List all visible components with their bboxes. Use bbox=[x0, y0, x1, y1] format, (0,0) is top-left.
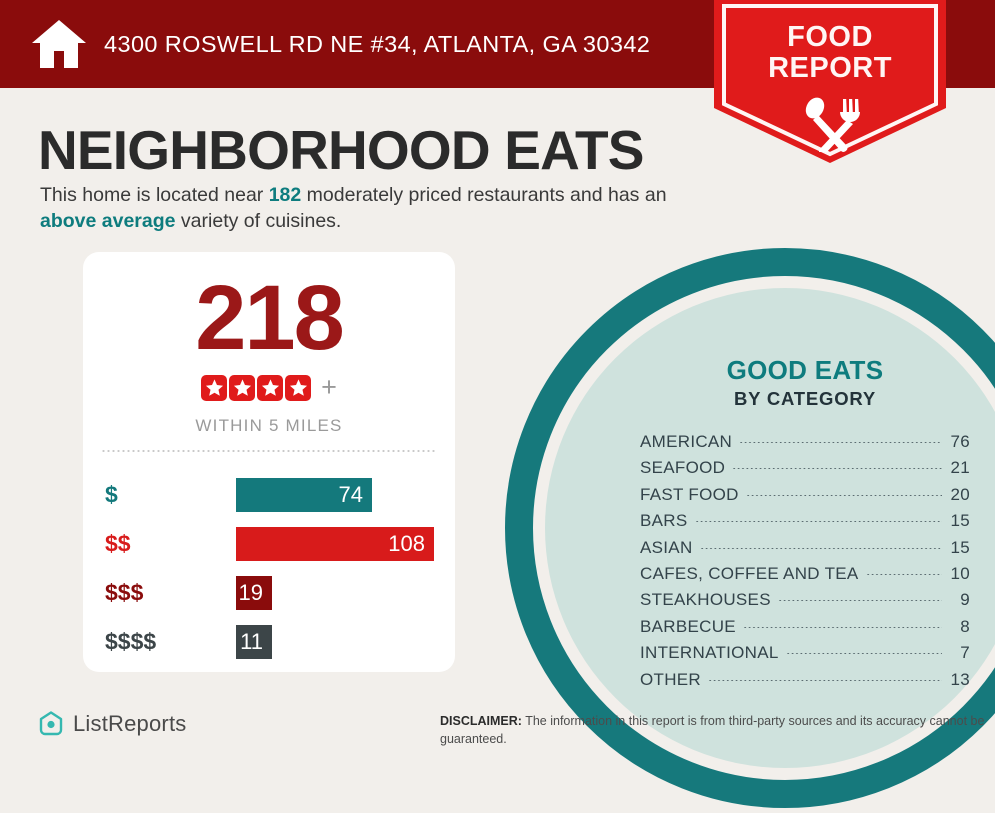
leader-dots bbox=[745, 494, 942, 496]
category-name: AMERICAN bbox=[640, 432, 733, 451]
bar-track: 11 bbox=[236, 624, 272, 659]
category-name: CAFES, COFFEE AND TEA bbox=[640, 563, 859, 583]
good-eats-row: BARS 15 bbox=[640, 511, 970, 537]
leader-dots bbox=[739, 442, 942, 443]
bar-label: $$ bbox=[105, 530, 131, 556]
food-report-badge: FOOD REPORT bbox=[714, 0, 946, 163]
bar-row: $$$$ 11 bbox=[83, 617, 455, 666]
good-eats-title: GOOD EATS bbox=[726, 355, 884, 385]
home-icon bbox=[32, 20, 86, 68]
logo-wordmark: ListReports bbox=[73, 711, 187, 736]
good-eats-row: OTHER 13 bbox=[640, 670, 970, 696]
good-eats-subtitle: BY CATEGORY bbox=[733, 388, 877, 409]
bar-value: 11 bbox=[240, 628, 263, 654]
category-count: 8 bbox=[960, 616, 970, 636]
star-icon bbox=[201, 374, 228, 401]
good-eats-list: AMERICAN 76 SEAFOOD 21 FAST FOOD 20 BARS 15 ASIA… bbox=[640, 432, 970, 696]
page-title: NEIGHBORHOOD EATS bbox=[38, 119, 644, 181]
category-count: 13 bbox=[950, 669, 970, 689]
bar-value: 19 bbox=[238, 579, 263, 605]
subtitle-restaurant-count: 182 bbox=[268, 184, 302, 206]
badge-line-2: REPORT bbox=[768, 51, 892, 84]
category-name: FAST FOOD bbox=[640, 484, 739, 504]
bar-label: $$$ bbox=[105, 579, 144, 605]
star-icon bbox=[257, 374, 284, 401]
bar-value: 108 bbox=[388, 530, 425, 556]
restaurant-summary-card: 218 + WITHIN 5 MILES $ 74 $$ 108 bbox=[83, 252, 455, 672]
category-count: 10 bbox=[950, 563, 970, 583]
leader-dots bbox=[694, 521, 942, 523]
good-eats-row: FAST FOOD 20 bbox=[640, 485, 970, 511]
page-subtitle: This home is located near 182 moderately… bbox=[40, 182, 700, 235]
spoon-fork-icon bbox=[805, 97, 860, 152]
badge-title: FOOD REPORT bbox=[714, 22, 946, 83]
leader-dots bbox=[785, 653, 942, 655]
bar-value: 74 bbox=[338, 481, 363, 507]
category-count: 7 bbox=[960, 643, 970, 663]
star-icon bbox=[285, 374, 312, 401]
bar-row: $$$ 19 bbox=[83, 568, 455, 617]
category-count: 20 bbox=[950, 484, 970, 504]
good-eats-row: SEAFOOD 21 bbox=[640, 458, 970, 484]
leader-dots bbox=[865, 573, 942, 575]
subtitle-part-2: moderately priced restaurants and has an bbox=[301, 184, 667, 206]
listreports-house-icon bbox=[39, 711, 63, 736]
star-rating: + bbox=[83, 374, 455, 401]
price-level-bar-chart: $ 74 $$ 108 $$$ 19 $$$$ 11 bbox=[83, 470, 455, 666]
good-eats-panel: GOOD EATS BY CATEGORY AMERICAN 76 SEAFOOD 2… bbox=[640, 355, 970, 696]
bar-track: 19 bbox=[236, 575, 272, 610]
rating-plus-sign: + bbox=[321, 372, 337, 402]
good-eats-row: CAFES, COFFEE AND TEA 10 bbox=[640, 564, 970, 590]
category-name: INTERNATIONAL bbox=[640, 643, 779, 663]
property-address: 4300 ROSWELL RD NE #34, ATLANTA, GA 3034… bbox=[104, 30, 651, 57]
category-name: BARS bbox=[640, 511, 688, 531]
subtitle-part-3: variety of cuisines. bbox=[175, 210, 342, 233]
bar-row: $$ 108 bbox=[83, 519, 455, 568]
category-name: BARBECUE bbox=[640, 616, 736, 636]
good-eats-row: ASIAN 15 bbox=[640, 538, 970, 564]
leader-dots bbox=[699, 547, 942, 549]
leader-dots bbox=[777, 600, 942, 602]
subtitle-variety-rating: above average bbox=[40, 210, 176, 233]
bar-row: $ 74 bbox=[83, 470, 455, 519]
category-name: OTHER bbox=[640, 669, 701, 689]
category-count: 21 bbox=[950, 458, 970, 478]
subtitle-part-1: This home is located near bbox=[40, 184, 269, 206]
disclaimer-text: The information in this report is from t… bbox=[440, 714, 985, 747]
category-count: 9 bbox=[960, 590, 970, 610]
bar-track: 74 bbox=[236, 477, 372, 512]
good-eats-row: BARBECUE 8 bbox=[640, 617, 970, 643]
star-icon bbox=[229, 374, 256, 401]
disclaimer-label: DISCLAIMER: bbox=[440, 714, 522, 728]
bar-label: $ bbox=[105, 481, 118, 507]
good-eats-row: AMERICAN 76 bbox=[640, 432, 970, 458]
card-divider bbox=[101, 450, 437, 452]
restaurant-total-count: 218 bbox=[195, 267, 345, 369]
category-count: 15 bbox=[950, 537, 970, 557]
category-count: 76 bbox=[950, 432, 970, 451]
category-name: ASIAN bbox=[640, 537, 693, 557]
category-count: 15 bbox=[950, 511, 970, 531]
good-eats-row: STEAKHOUSES 9 bbox=[640, 590, 970, 616]
listreports-logo: ListReports bbox=[38, 710, 186, 738]
leader-dots bbox=[708, 679, 942, 681]
radius-caption: WITHIN 5 MILES bbox=[195, 416, 343, 435]
disclaimer: DISCLAIMER: The information in this repo… bbox=[440, 712, 985, 748]
bar-label: $$$$ bbox=[105, 628, 157, 654]
category-name: SEAFOOD bbox=[640, 458, 726, 478]
badge-line-1: FOOD bbox=[787, 21, 873, 53]
leader-dots bbox=[732, 468, 942, 470]
leader-dots bbox=[742, 626, 942, 628]
bar-track: 108 bbox=[236, 526, 434, 561]
good-eats-row: INTERNATIONAL 7 bbox=[640, 643, 970, 669]
category-name: STEAKHOUSES bbox=[640, 590, 771, 610]
